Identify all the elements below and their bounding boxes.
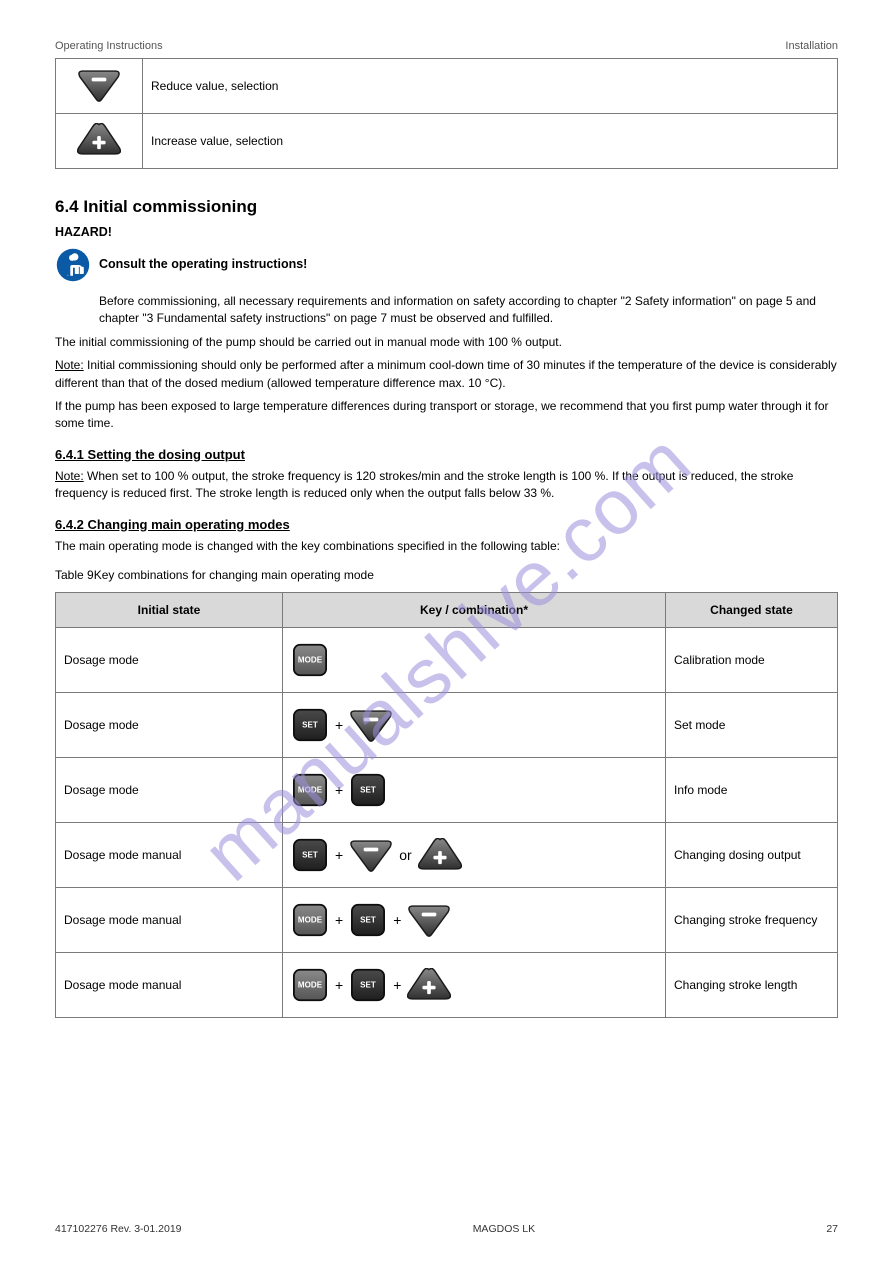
changed-state-cell: Set mode xyxy=(666,693,838,758)
changed-state-cell: Calibration mode xyxy=(666,628,838,693)
header-right: Installation xyxy=(785,40,838,52)
plus-triangle-icon xyxy=(407,968,451,1002)
initial-state-cell: Dosage mode manual xyxy=(56,888,283,953)
separator: + xyxy=(393,977,401,993)
initial-state-cell: Dosage mode manual xyxy=(56,953,283,1018)
subhead-1: 6.4.1 Setting the dosing output xyxy=(55,447,245,462)
key-combo-cell: MODE + SET xyxy=(283,758,666,823)
initial-state-cell: Dosage mode xyxy=(56,693,283,758)
svg-text:MODE: MODE xyxy=(298,981,323,990)
key-combo-cell: MODE + SET + xyxy=(283,888,666,953)
table-row: Dosage mode manual SET + or Changing dos… xyxy=(56,823,838,888)
initial-state-cell: Dosage mode manual xyxy=(56,823,283,888)
table-row: Dosage mode SET + Set mode xyxy=(56,693,838,758)
initial-state-cell: Dosage mode xyxy=(56,628,283,693)
plus-icon-cell xyxy=(56,114,143,169)
key-combinations-table: Initial state Key / combination* Changed… xyxy=(55,592,838,1018)
separator: + xyxy=(335,977,343,993)
sub2-text: The main operating mode is changed with … xyxy=(55,538,838,555)
minus-triangle-icon xyxy=(349,838,393,872)
initial-state-cell: Dosage mode xyxy=(56,758,283,823)
set-button-icon: SET xyxy=(349,903,387,937)
mode-button-icon: MODE xyxy=(291,773,329,807)
subhead-2: 6.4.2 Changing main operating modes xyxy=(55,517,290,532)
separator: or xyxy=(399,847,411,863)
svg-text:SET: SET xyxy=(360,916,376,925)
table-row: Dosage mode MODE + SET Info mode xyxy=(56,758,838,823)
plus-desc: Increase value, selection xyxy=(143,114,838,169)
set-button-icon: SET xyxy=(349,773,387,807)
col-header-1: Initial state xyxy=(56,593,283,628)
manual-icon xyxy=(55,247,91,283)
minus-triangle-icon xyxy=(407,903,451,937)
plus-triangle-icon xyxy=(77,123,121,157)
set-button-icon: SET xyxy=(291,708,329,742)
table-caption: Table 9Key combinations for changing mai… xyxy=(55,567,838,584)
sub1-text: When set to 100 % output, the stroke fre… xyxy=(55,469,793,500)
minus-icon-cell xyxy=(56,59,143,114)
svg-text:SET: SET xyxy=(302,721,318,730)
key-combo-cell: SET + or xyxy=(283,823,666,888)
separator: + xyxy=(335,847,343,863)
mode-button-icon: MODE xyxy=(291,968,329,1002)
separator: + xyxy=(335,717,343,733)
col-header-3: Changed state xyxy=(666,593,838,628)
para3: If the pump has been exposed to large te… xyxy=(55,398,838,433)
separator: + xyxy=(393,912,401,928)
minus-triangle-icon xyxy=(77,68,121,102)
minus-desc: Reduce value, selection xyxy=(143,59,838,114)
info-title: Consult the operating instructions! xyxy=(99,257,307,271)
plus-triangle-icon xyxy=(418,838,462,872)
table-row: Dosage mode manual MODE + SET + Changing… xyxy=(56,888,838,953)
footer-right: 27 xyxy=(826,1223,838,1235)
hazard-label: HAZARD! xyxy=(55,225,838,239)
separator: + xyxy=(335,782,343,798)
col-header-2: Key / combination* xyxy=(283,593,666,628)
note-label-2: Note: xyxy=(55,469,84,483)
set-button-icon: SET xyxy=(349,968,387,1002)
mode-button-icon: MODE xyxy=(291,643,329,677)
svg-text:SET: SET xyxy=(360,786,376,795)
section-title: 6.4 Initial commissioning xyxy=(55,197,838,217)
changed-state-cell: Changing stroke length xyxy=(666,953,838,1018)
note-label-1: Note: xyxy=(55,358,84,372)
changed-state-cell: Info mode xyxy=(666,758,838,823)
set-button-icon: SET xyxy=(291,838,329,872)
mode-button-icon: MODE xyxy=(291,903,329,937)
table-row: Dosage mode MODE Calibration mode xyxy=(56,628,838,693)
footer-left: 417102276 Rev. 3-01.2019 xyxy=(55,1223,182,1235)
svg-text:MODE: MODE xyxy=(298,656,323,665)
header-left: Operating Instructions xyxy=(55,40,163,52)
para1: The initial commissioning of the pump sh… xyxy=(55,334,838,351)
svg-text:SET: SET xyxy=(302,851,318,860)
changed-state-cell: Changing stroke frequency xyxy=(666,888,838,953)
svg-text:MODE: MODE xyxy=(298,916,323,925)
footer-center: MAGDOS LK xyxy=(182,1223,827,1235)
minus-triangle-icon xyxy=(349,708,393,742)
separator: + xyxy=(335,912,343,928)
svg-text:SET: SET xyxy=(360,981,376,990)
changed-state-cell: Changing dosing output xyxy=(666,823,838,888)
svg-text:MODE: MODE xyxy=(298,786,323,795)
para2: Initial commissioning should only be per… xyxy=(55,358,837,389)
table-row: Dosage mode manual MODE + SET + Changing… xyxy=(56,953,838,1018)
key-combo-cell: MODE + SET + xyxy=(283,953,666,1018)
top-buttons-table: Reduce value, selection Increase value, … xyxy=(55,58,838,169)
page-footer: 417102276 Rev. 3-01.2019 MAGDOS LK 27 xyxy=(55,1223,838,1235)
key-combo-cell: MODE xyxy=(283,628,666,693)
key-combo-cell: SET + xyxy=(283,693,666,758)
info-text: Before commissioning, all necessary requ… xyxy=(99,293,838,328)
